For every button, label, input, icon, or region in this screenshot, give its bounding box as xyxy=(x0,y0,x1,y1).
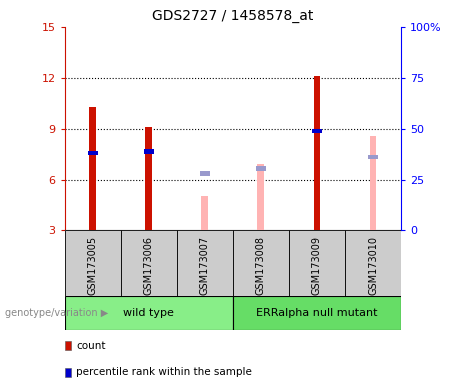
Bar xyxy=(313,76,320,230)
Bar xyxy=(145,127,152,230)
Bar xyxy=(256,166,266,170)
Text: count: count xyxy=(76,341,106,351)
Bar xyxy=(368,154,378,159)
Bar xyxy=(200,172,210,176)
Bar xyxy=(177,230,233,296)
Text: GSM173006: GSM173006 xyxy=(144,236,154,295)
Text: wild type: wild type xyxy=(123,308,174,318)
Text: GSM173005: GSM173005 xyxy=(88,236,98,295)
Bar xyxy=(144,149,154,154)
Bar xyxy=(121,230,177,296)
Text: GSM173010: GSM173010 xyxy=(368,236,378,295)
Text: genotype/variation ▶: genotype/variation ▶ xyxy=(5,308,108,318)
Bar xyxy=(258,164,264,230)
Text: GSM173009: GSM173009 xyxy=(312,236,322,295)
Bar xyxy=(370,136,376,230)
Bar xyxy=(233,296,401,330)
Bar xyxy=(88,151,98,156)
Bar xyxy=(345,230,401,296)
Bar xyxy=(312,129,322,133)
Text: GSM173008: GSM173008 xyxy=(256,236,266,295)
Bar xyxy=(289,230,345,296)
Bar xyxy=(233,230,289,296)
Text: GSM173007: GSM173007 xyxy=(200,236,210,295)
Text: percentile rank within the sample: percentile rank within the sample xyxy=(76,367,252,377)
Text: ERRalpha null mutant: ERRalpha null mutant xyxy=(256,308,378,318)
Bar xyxy=(65,296,233,330)
Bar xyxy=(65,230,121,296)
Bar xyxy=(89,107,96,230)
Title: GDS2727 / 1458578_at: GDS2727 / 1458578_at xyxy=(152,9,313,23)
Bar xyxy=(201,195,208,230)
